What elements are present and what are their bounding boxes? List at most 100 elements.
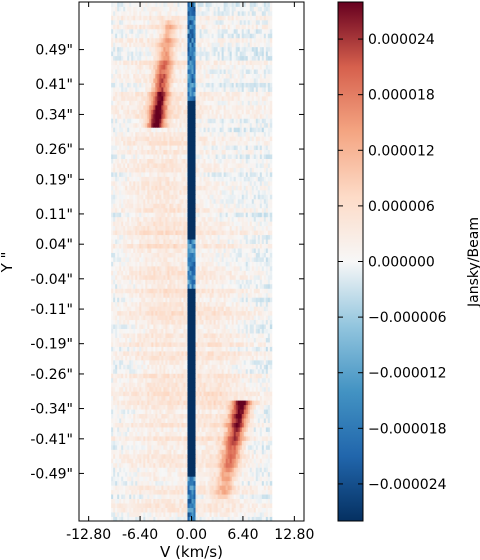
heatmap-cell bbox=[157, 498, 160, 504]
heatmap-cell bbox=[147, 485, 150, 491]
heatmap-cell bbox=[217, 516, 221, 521]
heatmap-cell bbox=[195, 494, 198, 500]
heatmap-cell bbox=[155, 476, 158, 482]
heatmap-cell bbox=[141, 489, 144, 495]
heatmap-cell bbox=[251, 503, 255, 508]
heatmap-cell bbox=[211, 476, 214, 482]
heatmap-cell bbox=[225, 471, 229, 477]
heatmap-cell bbox=[115, 485, 118, 491]
heatmap-cell bbox=[117, 489, 120, 495]
heatmap-cell bbox=[135, 489, 138, 495]
heatmap-cell bbox=[185, 467, 188, 473]
heatmap-cell bbox=[221, 480, 225, 486]
heatmap-cell bbox=[183, 476, 186, 482]
heatmap-cell bbox=[269, 283, 273, 289]
heatmap-cell bbox=[249, 494, 253, 500]
heatmap-cell bbox=[133, 516, 136, 521]
heatmap-cell bbox=[127, 503, 130, 508]
heatmap-cell bbox=[221, 489, 225, 495]
heatmap-cell bbox=[237, 498, 241, 504]
heatmap-cell bbox=[207, 494, 210, 500]
heatmap-cell bbox=[173, 498, 176, 504]
heatmap-cell bbox=[125, 498, 128, 504]
heatmap-cell bbox=[135, 467, 138, 473]
heatmap-cell bbox=[207, 507, 210, 513]
heatmap-cell bbox=[139, 503, 142, 508]
heatmap-cell bbox=[167, 480, 170, 486]
heatmap-cell bbox=[177, 498, 180, 504]
heatmap-cell bbox=[269, 516, 273, 521]
heatmap-cell bbox=[153, 471, 156, 477]
heatmap-cell bbox=[269, 413, 273, 419]
heatmap-cell bbox=[269, 400, 273, 406]
heatmap-cell bbox=[213, 494, 217, 500]
heatmap-cell bbox=[247, 494, 251, 500]
heatmap-cell bbox=[203, 480, 206, 486]
heatmap-cell bbox=[221, 512, 225, 517]
heatmap-cell bbox=[231, 476, 235, 482]
heatmap-cell bbox=[211, 494, 214, 500]
heatmap-cell bbox=[187, 516, 190, 521]
heatmap-cell bbox=[235, 503, 239, 508]
heatmap-cell bbox=[125, 471, 128, 477]
heatmap-cell bbox=[175, 476, 178, 482]
heatmap-cell bbox=[221, 516, 225, 521]
heatmap-cell bbox=[163, 498, 166, 504]
heatmap-cell bbox=[173, 467, 176, 473]
heatmap-cell bbox=[207, 489, 210, 495]
heatmap-cell bbox=[269, 274, 273, 280]
heatmap-cell bbox=[187, 498, 190, 504]
heatmap-cell bbox=[117, 512, 120, 517]
heatmap-cell bbox=[231, 498, 235, 504]
heatmap-cell bbox=[119, 471, 122, 477]
heatmap-cell bbox=[265, 494, 269, 500]
heatmap-cell bbox=[191, 476, 194, 482]
heatmap-cell bbox=[237, 480, 241, 486]
heatmap-cell bbox=[259, 476, 263, 482]
heatmap-cell bbox=[129, 507, 132, 513]
heatmap-cell bbox=[219, 467, 223, 473]
heatmap-cell bbox=[175, 503, 178, 508]
heatmap-cell bbox=[151, 489, 154, 495]
heatmap-cell bbox=[179, 507, 182, 513]
heatmap-cell bbox=[213, 480, 217, 486]
heatmap-cell bbox=[219, 503, 223, 508]
heatmap-cell bbox=[223, 467, 227, 473]
heatmap-cell bbox=[145, 476, 148, 482]
heatmap-cell bbox=[159, 485, 162, 491]
heatmap-cell bbox=[217, 485, 221, 491]
heatmap-cell bbox=[161, 503, 164, 508]
heatmap-cell bbox=[219, 512, 223, 517]
heatmap-cell bbox=[261, 498, 265, 504]
heatmap-cell bbox=[263, 485, 267, 491]
heatmap-cell bbox=[239, 498, 243, 504]
heatmap-cell bbox=[123, 503, 126, 508]
heatmap-cell bbox=[111, 476, 114, 482]
heatmap-cell bbox=[135, 471, 138, 477]
heatmap-cell bbox=[227, 480, 231, 486]
heatmap-cell bbox=[127, 480, 130, 486]
heatmap-cell bbox=[255, 494, 259, 500]
heatmap-cell bbox=[125, 489, 128, 495]
heatmap-cell bbox=[269, 337, 273, 343]
heatmap-cell bbox=[203, 485, 206, 491]
heatmap-cell bbox=[255, 471, 259, 477]
heatmap-cell bbox=[127, 485, 130, 491]
heatmap-cell bbox=[247, 471, 251, 477]
heatmap-cell bbox=[269, 377, 273, 383]
heatmap-cell bbox=[213, 516, 217, 521]
heatmap-cell bbox=[211, 485, 214, 491]
heatmap-cell bbox=[203, 507, 206, 513]
heatmap-cell bbox=[179, 494, 182, 500]
heatmap-cell bbox=[193, 498, 196, 504]
heatmap-cell bbox=[167, 507, 170, 513]
heatmap-cell bbox=[189, 507, 192, 513]
heatmap-cell bbox=[209, 507, 212, 513]
heatmap-cell bbox=[117, 471, 120, 477]
heatmap-cell bbox=[207, 476, 210, 482]
heatmap-cell bbox=[165, 471, 168, 477]
heatmap-cell bbox=[161, 516, 164, 521]
heatmap-cell bbox=[183, 494, 186, 500]
heatmap-cell bbox=[157, 503, 160, 508]
heatmap-cell bbox=[199, 494, 202, 500]
